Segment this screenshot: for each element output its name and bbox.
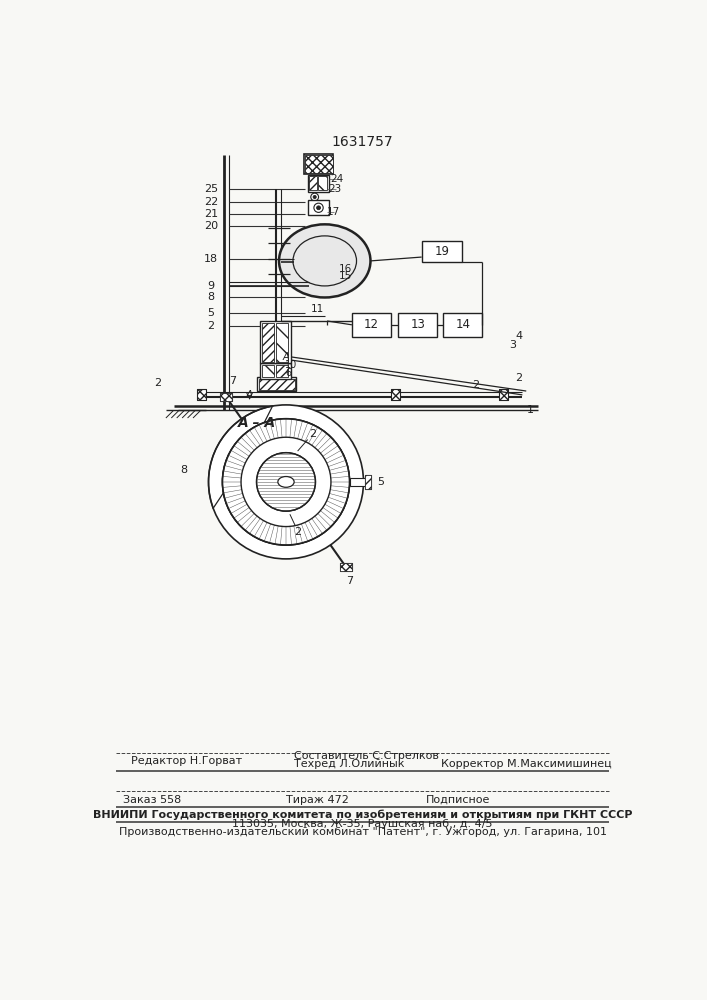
Bar (391, 389, 400, 400)
Text: 2: 2 (310, 429, 317, 439)
Text: A: A (283, 352, 289, 362)
Text: 2: 2 (472, 380, 479, 390)
Bar (421, 241, 462, 262)
Text: 7: 7 (228, 376, 235, 386)
Text: Техред Л.Олийнык: Техред Л.Олийнык (293, 759, 404, 769)
Bar (220, 393, 232, 401)
Bar (276, 323, 288, 362)
Bar (308, 175, 329, 192)
Text: А – А: А – А (238, 416, 276, 430)
Text: 14: 14 (455, 318, 470, 331)
Text: Производственно-издательский комбинат "Патент", г. Ужгород, ул. Гагарина, 101: Производственно-издательский комбинат "П… (119, 827, 607, 837)
Bar (260, 321, 291, 363)
Bar (499, 389, 508, 400)
Text: 6: 6 (285, 368, 291, 378)
Circle shape (313, 195, 316, 199)
Text: A: A (246, 390, 253, 400)
Ellipse shape (279, 224, 370, 297)
Bar (317, 176, 327, 190)
Text: 11: 11 (310, 304, 324, 314)
Bar (365, 475, 371, 489)
Bar (352, 312, 391, 337)
Text: 2: 2 (515, 373, 522, 383)
Bar (499, 389, 508, 400)
Text: 12: 12 (363, 318, 379, 331)
Text: 7: 7 (346, 576, 354, 586)
Bar (220, 393, 232, 401)
Bar (262, 323, 274, 362)
Text: Подписное: Подписное (426, 795, 490, 805)
Text: 15: 15 (339, 271, 352, 281)
Bar (340, 563, 352, 571)
Text: 25: 25 (204, 184, 218, 194)
Bar (262, 365, 274, 377)
Circle shape (223, 419, 349, 545)
Text: 17: 17 (327, 207, 340, 217)
Text: 9: 9 (207, 281, 214, 291)
Text: 10: 10 (286, 360, 298, 370)
Bar (340, 563, 352, 571)
Text: Редактор Н.Горват: Редактор Н.Горват (131, 756, 242, 766)
Circle shape (314, 203, 323, 212)
Text: ВНИИПИ Государственного комитета по изобретениям и открытиям при ГКНТ СССР: ВНИИПИ Государственного комитета по изоб… (93, 809, 633, 820)
Bar (304, 154, 333, 174)
Bar (197, 389, 206, 400)
Text: 19: 19 (434, 245, 449, 258)
Text: Тираж 472: Тираж 472 (286, 795, 349, 805)
Bar (443, 312, 482, 337)
Bar (391, 389, 400, 400)
Text: 16: 16 (339, 264, 352, 274)
Text: Составитель С.Стрелков: Составитель С.Стрелков (293, 751, 438, 761)
Text: 2: 2 (207, 321, 214, 331)
Bar (259, 379, 295, 389)
Text: 22: 22 (204, 197, 218, 207)
Text: 8: 8 (207, 292, 214, 302)
Bar (260, 363, 291, 379)
Text: Корректор М.Максимишинец: Корректор М.Максимишинец (441, 759, 612, 769)
Circle shape (257, 453, 315, 511)
Text: 20: 20 (204, 221, 218, 231)
Bar (197, 389, 206, 400)
Text: 5: 5 (377, 477, 384, 487)
Circle shape (241, 437, 331, 527)
Text: 4: 4 (515, 331, 522, 341)
Text: 8: 8 (180, 465, 187, 475)
Text: 2: 2 (294, 527, 301, 537)
Text: 2: 2 (155, 378, 162, 388)
Ellipse shape (278, 477, 294, 487)
Text: Заказ 558: Заказ 558 (123, 795, 182, 805)
Bar (365, 475, 371, 489)
Ellipse shape (293, 236, 356, 286)
Text: 3: 3 (510, 340, 517, 350)
Bar (305, 155, 332, 173)
Circle shape (223, 419, 349, 545)
Text: 21: 21 (204, 209, 218, 219)
Text: 13: 13 (410, 318, 425, 331)
Text: 1631757: 1631757 (332, 135, 394, 149)
Bar (398, 312, 437, 337)
Circle shape (311, 193, 319, 201)
Bar (257, 377, 296, 391)
Circle shape (317, 206, 320, 210)
Text: 5: 5 (207, 308, 214, 318)
Text: 113035, Москва, Ж-35, Раушская наб., д. 4/5: 113035, Москва, Ж-35, Раушская наб., д. … (233, 819, 493, 829)
Circle shape (209, 405, 363, 559)
Text: 18: 18 (204, 254, 218, 264)
Text: 1: 1 (527, 405, 534, 415)
Bar (276, 365, 288, 377)
Text: 24: 24 (329, 174, 343, 184)
Bar (308, 200, 329, 215)
Bar (349, 478, 367, 486)
Bar (309, 176, 317, 190)
Text: 23: 23 (328, 184, 341, 194)
